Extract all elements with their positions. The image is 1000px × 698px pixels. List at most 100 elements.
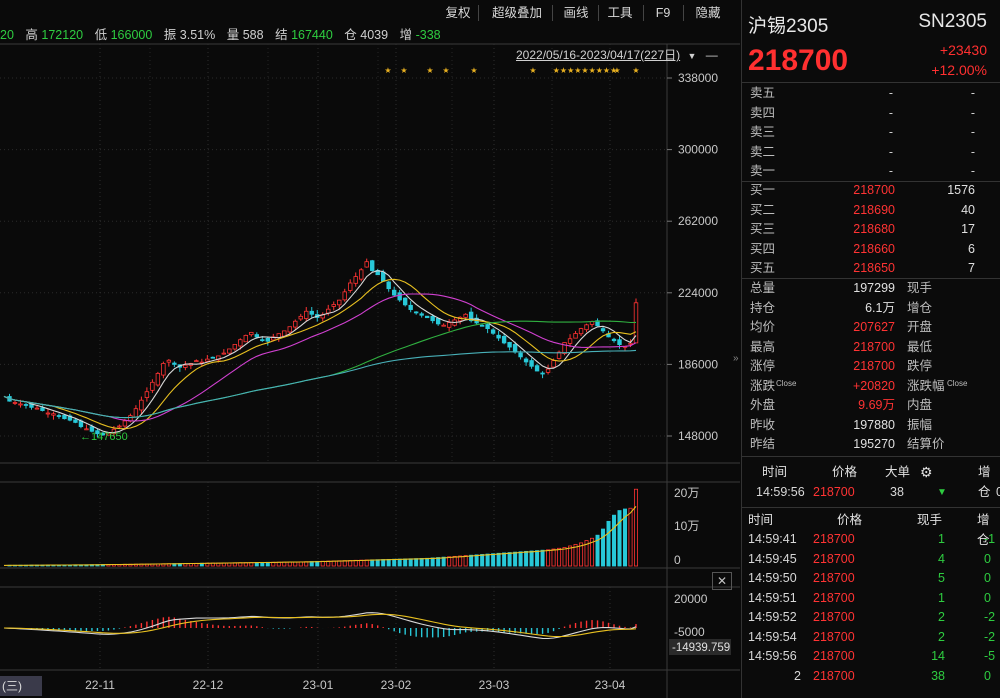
expand-arrow-icon[interactable]: » xyxy=(733,353,739,364)
tick-row: 14:59:56 218700 14 -5 xyxy=(742,647,1000,667)
bid-row: 买四 218660 6 xyxy=(742,240,1000,260)
volume-value: 588 xyxy=(242,28,264,42)
tick-volume: 14 xyxy=(931,649,945,663)
volume-bar xyxy=(474,554,479,567)
macd-dif-line xyxy=(3,612,637,640)
tools-button[interactable]: 工具 xyxy=(607,6,633,20)
candle-body xyxy=(304,310,309,319)
toolbar-divider xyxy=(552,5,553,21)
macd-tick-label: -5000 xyxy=(674,625,705,639)
candle-body xyxy=(463,313,468,318)
volume-ma-line xyxy=(3,506,637,566)
divider xyxy=(742,181,1000,182)
candle-body xyxy=(282,330,287,337)
volume-bar xyxy=(590,537,595,567)
stat-value: 197880 xyxy=(853,417,895,432)
tick-price: 218700 xyxy=(813,532,855,546)
big-row-time: 14:59:56 xyxy=(756,485,805,499)
candle-body xyxy=(359,269,364,280)
candle-body xyxy=(111,428,117,435)
candle-body xyxy=(45,412,51,415)
stat-row: 最高 218700 最低 xyxy=(742,338,1000,358)
date-tick-label: 22-12 xyxy=(193,678,224,692)
candle-body xyxy=(567,338,573,344)
super-overlay-button[interactable]: 超级叠加 xyxy=(491,6,542,20)
stat-label-2: 涨跌幅 xyxy=(907,378,945,393)
candle-body xyxy=(600,328,606,332)
tick-increase: 0 xyxy=(984,551,991,566)
f9-button[interactable]: F9 xyxy=(655,6,671,20)
stat-label-2: 跌停 xyxy=(907,359,933,373)
tick-row: 2 218700 38 0 xyxy=(742,667,1000,687)
ask-label: 卖四 xyxy=(750,105,776,120)
price-tick-label: 338000 xyxy=(678,71,718,85)
volume-bar xyxy=(397,558,402,567)
candle-body xyxy=(408,304,413,310)
kline-chart[interactable]: 338000 300000 262000 224000 186000 148000 22-1… xyxy=(0,0,740,698)
candle-body xyxy=(12,402,18,404)
candle-body xyxy=(348,282,353,291)
candle-body xyxy=(611,338,617,342)
volume-tick-label: 10万 xyxy=(674,519,699,533)
ask-row: 卖四 - - xyxy=(742,104,1000,124)
volume-bar xyxy=(595,534,600,567)
ma120-line xyxy=(3,349,637,419)
ask-label: 卖一 xyxy=(750,164,776,178)
candle-body xyxy=(397,292,402,301)
ask-row: 卖三 - - xyxy=(742,123,1000,143)
open-interest-label: 仓 xyxy=(344,28,357,42)
event-star-icon: ★★★★★★★★★ xyxy=(553,66,618,75)
event-star-icon: ★ xyxy=(613,66,620,75)
candle-body xyxy=(578,328,584,335)
hide-button[interactable]: 隐藏 xyxy=(695,6,721,20)
volume-bar xyxy=(634,488,639,567)
stat-row: 均价 207627 开盘 xyxy=(742,318,1000,338)
toolbar-divider xyxy=(683,5,684,21)
tick-price: 218700 xyxy=(813,610,855,624)
volume-bar xyxy=(623,508,628,567)
date-tick-label: 23-04 xyxy=(595,678,626,692)
stat-label-2: 内盘 xyxy=(907,398,933,412)
draw-line-button[interactable]: 画线 xyxy=(563,6,589,20)
restore-button[interactable]: 复权 xyxy=(445,6,471,20)
bid-volume: 7 xyxy=(968,261,975,275)
candle-body xyxy=(529,360,534,367)
candle-body xyxy=(161,363,166,376)
candle-body xyxy=(441,324,446,327)
volume-bar xyxy=(452,555,457,567)
tick-increase: -2 xyxy=(984,610,996,624)
candle-body xyxy=(183,364,188,368)
candle-body xyxy=(501,335,507,344)
candle-body xyxy=(155,373,161,386)
candle-body xyxy=(133,408,139,418)
big-row-big: 38 xyxy=(890,485,904,499)
settings-gear-icon[interactable]: ⚙ xyxy=(920,464,933,480)
tick-price: 218700 xyxy=(813,649,855,663)
ask-label: 卖五 xyxy=(750,86,776,100)
candle-body xyxy=(56,415,62,417)
ask-price: - xyxy=(888,144,893,159)
tick-volume: 2 xyxy=(938,610,945,624)
big-header-price: 价格 xyxy=(832,465,858,479)
tick-increase: 0 xyxy=(984,571,991,585)
high-label: 高 xyxy=(25,28,38,42)
tick-row: 14:59:45 218700 4 0 xyxy=(742,550,1000,570)
ask-price: - xyxy=(888,86,893,100)
candle-body xyxy=(446,322,452,328)
tick-row: 14:59:52 218700 2 -2 xyxy=(742,608,1000,628)
candle-body xyxy=(34,407,40,410)
volume-bar xyxy=(392,558,397,567)
candle-body xyxy=(413,311,419,314)
volume-bar xyxy=(436,557,441,567)
candle-body xyxy=(380,271,386,282)
ask-row: 卖五 - - xyxy=(742,84,1000,104)
tick-row: 14:59:41 218700 1 -1 xyxy=(742,530,1000,550)
stat-value: +20820 xyxy=(852,378,895,393)
volume-bar xyxy=(430,557,435,567)
date-range-selector[interactable]: 2022/05/16-2023/04/17(227日) ▼ ― xyxy=(516,46,718,63)
candle-body xyxy=(166,359,172,363)
ask-price: - xyxy=(888,164,893,178)
close-indicator-button[interactable]: ✕ xyxy=(712,572,732,590)
bid-row: 买五 218650 7 xyxy=(742,259,1000,279)
ma10-line xyxy=(3,278,637,430)
